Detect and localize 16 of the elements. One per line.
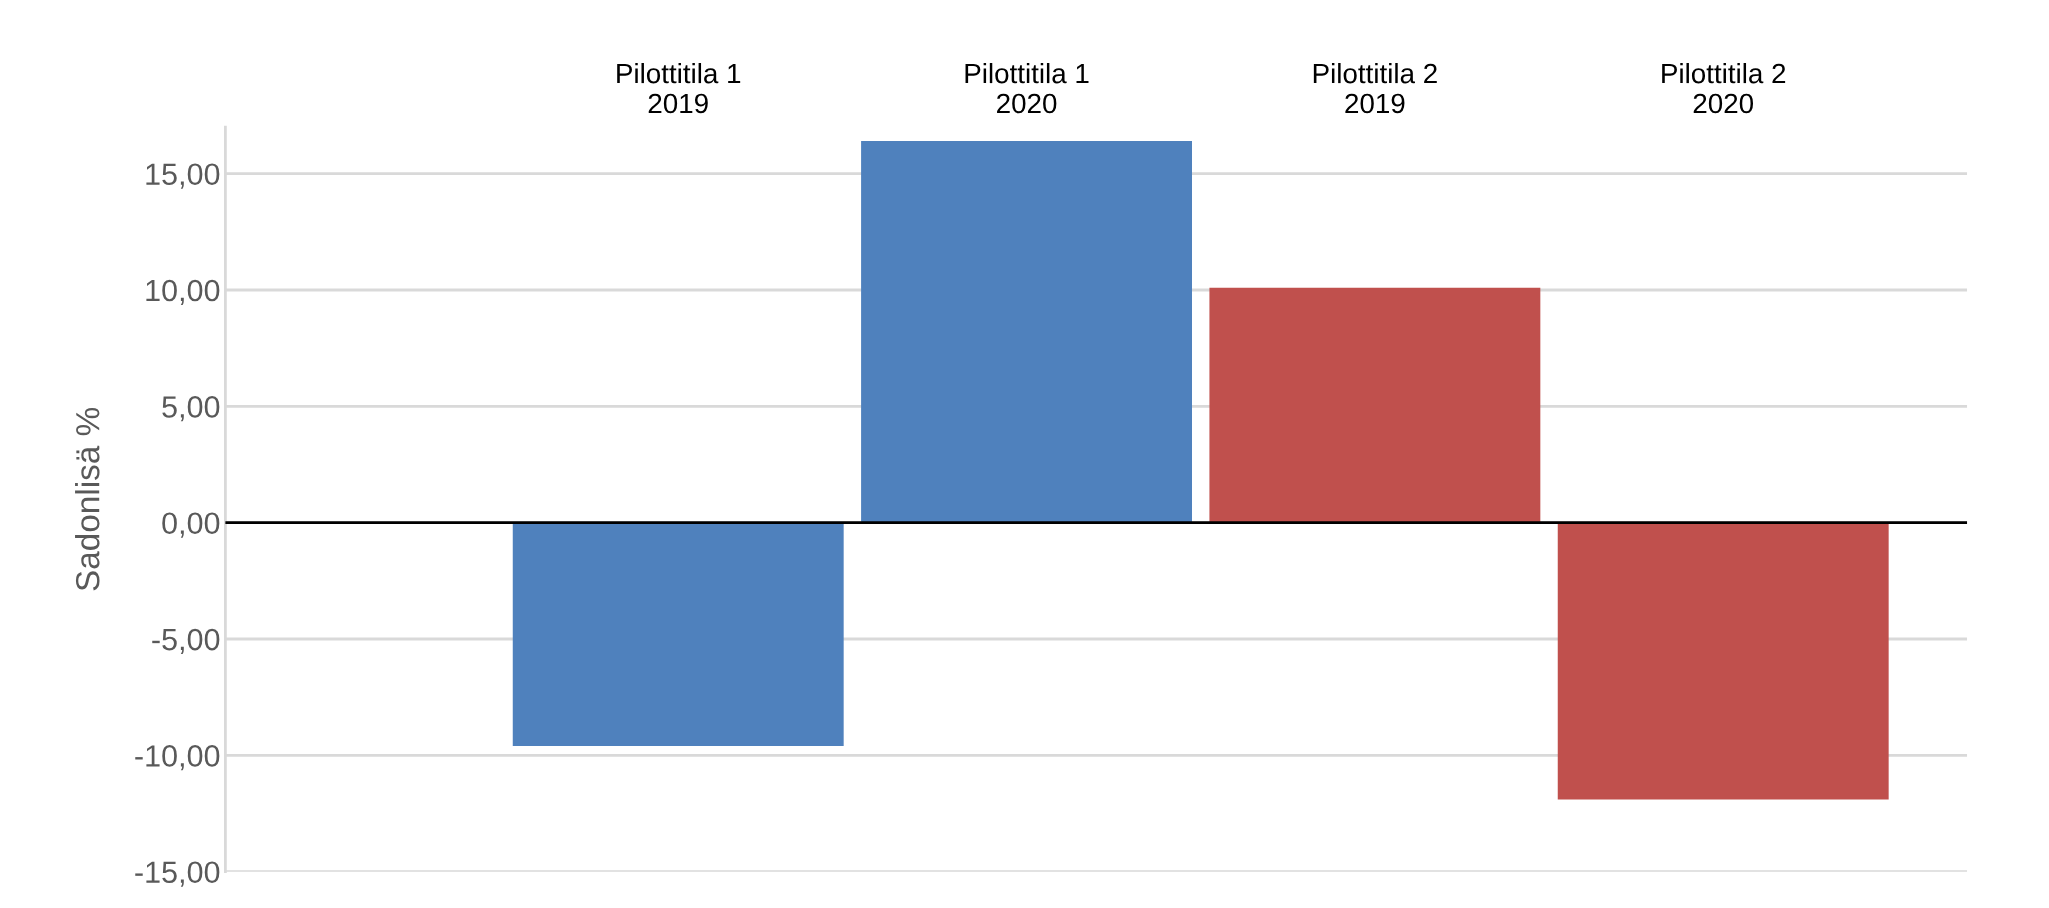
y-tick-label: -15,00 — [135, 861, 220, 887]
y-tick-label: 0,00 — [162, 512, 220, 538]
bar — [1557, 522, 1889, 800]
y-tick-label: -5,00 — [152, 628, 220, 654]
y-axis-title: Sadonlisä % — [75, 407, 100, 591]
y-tick-label: 15,00 — [146, 163, 220, 189]
y-tick-label: 5,00 — [162, 396, 220, 422]
x-tick-label: Pilottitila 1 2019 — [617, 62, 741, 114]
x-tick-label: Pilottitila 2 2020 — [1662, 62, 1786, 114]
y-tick-label: 10,00 — [146, 279, 220, 305]
x-tick-label: Pilottitila 1 2020 — [965, 62, 1089, 114]
bar — [512, 522, 844, 747]
bar — [861, 141, 1193, 523]
x-tick-label: Pilottitila 2 2019 — [1313, 62, 1437, 114]
y-tick-label: -10,00 — [135, 745, 220, 771]
bar — [1209, 287, 1541, 523]
